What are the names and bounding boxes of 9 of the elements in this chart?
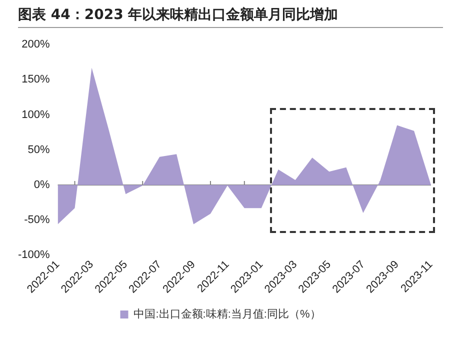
- y-tick-label: 150%: [22, 74, 50, 86]
- chart-title: 图表 44：2023 年以来味精出口金额单月同比增加: [18, 6, 443, 28]
- y-tick-label: 50%: [28, 144, 50, 156]
- y-tick-label: 200%: [22, 38, 50, 51]
- y-tick-label: -100%: [18, 249, 50, 262]
- y-tick-label: 0%: [34, 178, 50, 191]
- legend-label: 中国:出口金额:味精:当月值:同比（%）: [134, 308, 321, 321]
- y-tick-label: 100%: [22, 108, 50, 121]
- y-tick-label: -50%: [24, 214, 50, 226]
